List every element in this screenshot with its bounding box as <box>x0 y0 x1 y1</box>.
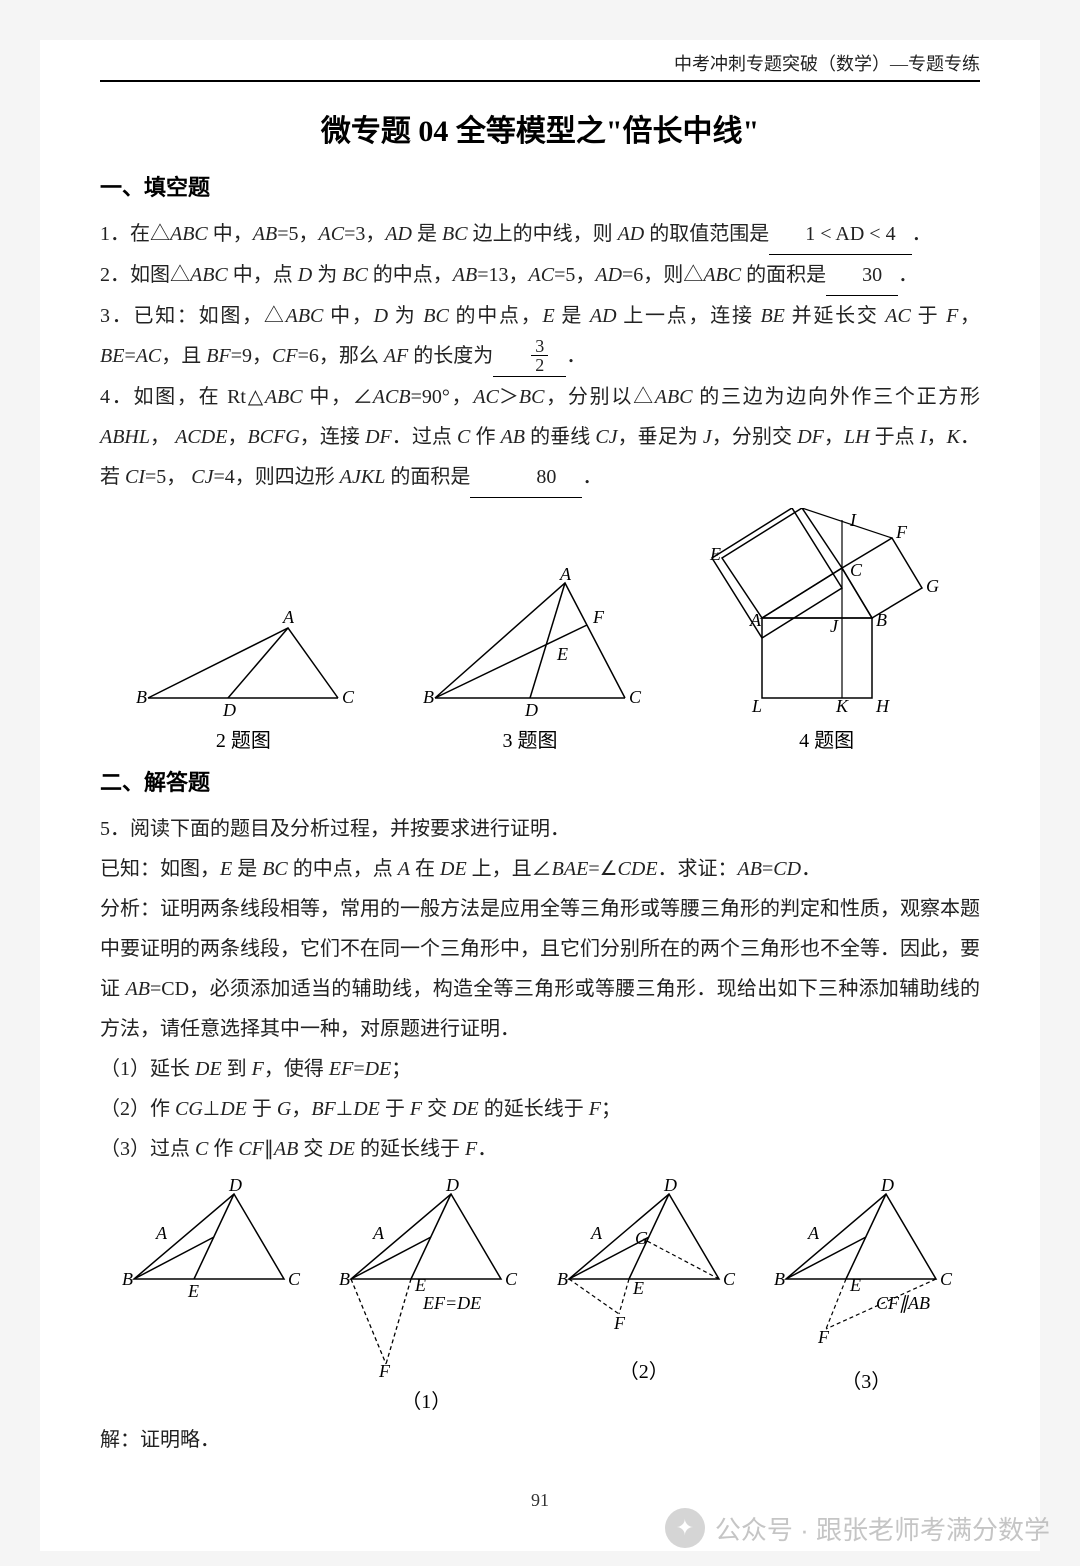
svg-text:D: D <box>796 508 810 510</box>
running-head: 中考冲刺专题突破（数学）—专题专练 <box>100 50 980 82</box>
svg-text:D: D <box>445 1179 459 1195</box>
svg-text:B: B <box>876 610 887 630</box>
svg-text:A: A <box>155 1223 168 1243</box>
figure-3-svg: A B C D E F <box>415 568 645 718</box>
svg-text:E: E <box>556 644 568 664</box>
svg-text:F: F <box>613 1313 626 1333</box>
q1-answer: 1 < AD < 4 <box>769 214 911 255</box>
svg-text:F: F <box>895 522 908 542</box>
svg-text:C: C <box>505 1269 518 1289</box>
question-5-method-3: （3）过点 C 作 CF∥AB 交 DE 的延长线于 F． <box>100 1129 980 1169</box>
figure-4-svg: A B C D E F G H I J K L <box>702 508 952 718</box>
svg-text:B: B <box>136 687 147 707</box>
svg-text:EF=DE: EF=DE <box>422 1293 481 1313</box>
svg-text:E: E <box>187 1281 199 1301</box>
page-title: 微专题 04 全等模型之"倍长中线" <box>100 106 980 150</box>
figure-3: A B C D E F 3 题图 <box>415 568 645 753</box>
svg-text:J: J <box>830 616 839 636</box>
svg-text:A: A <box>749 610 762 630</box>
svg-text:F: F <box>817 1327 830 1347</box>
question-5-method-2: （2）作 CG⊥DE 于 G，BF⊥DE 于 F 交 DE 的延长线于 F； <box>100 1089 980 1129</box>
question-1: 1．在△ABC 中，AB=5，AC=3，AD 是 BC 边上的中线，则 AD 的… <box>100 214 980 255</box>
svg-text:B: B <box>557 1269 568 1289</box>
figure-row-2: A B C D E A B C D E F EF=DE <box>100 1179 980 1414</box>
svg-text:A: A <box>282 608 295 627</box>
question-4: 4．如图，在 Rt△ABC 中，∠ACB=90°，AC＞BC，分别以△ABC 的… <box>100 377 980 498</box>
section-1-head: 一、填空题 <box>100 170 980 202</box>
question-5-method-1: （1）延长 DE 到 F，使得 EF=DE； <box>100 1049 980 1089</box>
wechat-icon: ✦ <box>665 1508 705 1548</box>
svg-text:E: E <box>414 1275 426 1295</box>
svg-text:G: G <box>635 1228 648 1248</box>
svg-text:D: D <box>524 700 538 718</box>
svg-text:H: H <box>875 696 890 716</box>
svg-text:C: C <box>288 1269 301 1289</box>
question-5-intro: 5．阅读下面的题目及分析过程，并按要求进行证明． <box>100 809 980 849</box>
svg-text:A: A <box>590 1223 603 1243</box>
svg-text:E: E <box>849 1275 861 1295</box>
watermark: ✦ 公众号 · 跟张老师考满分数学 <box>665 1508 1050 1548</box>
svg-text:L: L <box>751 696 762 716</box>
figure-2-svg: A B C D <box>128 608 358 718</box>
figure-5-sub2: A B C D E F G （2） <box>549 1179 739 1384</box>
svg-text:A: A <box>559 568 572 584</box>
page: 中考冲刺专题突破（数学）—专题专练 微专题 04 全等模型之"倍长中线" 一、填… <box>40 40 1040 1551</box>
svg-text:C: C <box>723 1269 736 1289</box>
figure-4-caption: 4 题图 <box>702 724 952 753</box>
figure-4: A B C D E F G H I J K L 4 题图 <box>702 508 952 753</box>
figure-5-base: A B C D E <box>114 1179 304 1319</box>
svg-text:D: D <box>222 700 236 718</box>
svg-text:D: D <box>228 1179 242 1195</box>
svg-text:B: B <box>339 1269 350 1289</box>
svg-text:A: A <box>372 1223 385 1243</box>
svg-text:C: C <box>850 560 863 580</box>
svg-text:A: A <box>807 1223 820 1243</box>
figure-2: A B C D 2 题图 <box>128 608 358 753</box>
svg-text:K: K <box>835 696 849 716</box>
svg-text:F: F <box>378 1361 391 1379</box>
svg-text:CF∥AB: CF∥AB <box>876 1293 930 1313</box>
svg-text:C: C <box>629 687 642 707</box>
svg-text:I: I <box>849 510 857 530</box>
section-2-head: 二、解答题 <box>100 765 980 797</box>
svg-text:C: C <box>342 687 355 707</box>
svg-text:D: D <box>880 1179 894 1195</box>
svg-text:B: B <box>774 1269 785 1289</box>
svg-text:E: E <box>709 544 721 564</box>
solution-text: 解：证明略． <box>100 1420 980 1460</box>
q2-answer: 30 <box>826 255 898 296</box>
figure-5-sub1: A B C D E F EF=DE （1） <box>331 1179 521 1414</box>
figure-5-sub3: A B C D E F CF∥AB （3） <box>766 1179 966 1394</box>
q4-answer: 80 <box>470 457 582 498</box>
question-5-analysis: 分析：证明两条线段相等，常用的一般方法是应用全等三角形或等腰三角形的判定和性质，… <box>100 889 980 1049</box>
q3-answer: 32 <box>493 336 566 377</box>
svg-text:E: E <box>632 1278 644 1298</box>
svg-text:F: F <box>592 607 605 627</box>
question-3: 3．已知：如图，△ABC 中，D 为 BC 的中点，E 是 AD 上一点，连接 … <box>100 296 980 377</box>
figure-row-1: A B C D 2 题图 A B C D E F 3 题图 <box>100 508 980 753</box>
svg-text:C: C <box>940 1269 953 1289</box>
figure-2-caption: 2 题图 <box>128 724 358 753</box>
question-2: 2．如图△ABC 中，点 D 为 BC 的中点，AB=13，AC=5，AD=6，… <box>100 255 980 296</box>
svg-text:G: G <box>926 576 939 596</box>
figure-3-caption: 3 题图 <box>415 724 645 753</box>
svg-text:B: B <box>122 1269 133 1289</box>
question-5-given: 已知：如图，E 是 BC 的中点，点 A 在 DE 上，且∠BAE=∠CDE．求… <box>100 849 980 889</box>
svg-text:D: D <box>663 1179 677 1195</box>
svg-text:B: B <box>423 687 434 707</box>
